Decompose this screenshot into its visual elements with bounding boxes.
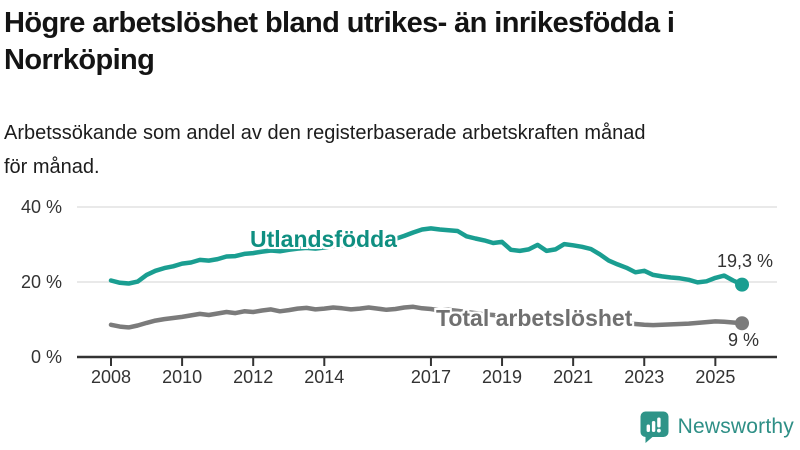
series-line-0 [108, 226, 745, 287]
chart-subtitle: Arbetssökande som andel av den registerb… [4, 116, 646, 184]
page-title: Högre arbetslöshet bland utrikes- än inr… [4, 5, 675, 79]
series-line-1 [108, 304, 745, 330]
x-tick-label-2025: 2025 [695, 367, 736, 387]
subtitle-line-1: Arbetssökande som andel av den registerb… [4, 122, 646, 144]
x-tick-label-2012: 2012 [233, 367, 274, 387]
x-tick-label-2023: 2023 [624, 367, 665, 387]
x-tick-label-2008: 2008 [90, 367, 132, 387]
y-tick-label-20: 20 % [20, 272, 62, 292]
end-value-total-arbetsloshet: 9 % [727, 330, 759, 350]
series-label-total-arbetsloshet: Total arbetslöshet [436, 305, 633, 331]
x-tick-label-2021: 2021 [553, 367, 594, 387]
x-tick-label-2017: 2017 [410, 367, 451, 387]
x-tick-label-2014: 2014 [304, 367, 345, 387]
y-tick-label-40: 40 % [20, 197, 62, 217]
subtitle-line-2: för månad. [4, 156, 100, 178]
series-endpoint-0 [735, 277, 750, 292]
end-value-utlandsfodda: 19,3 % [716, 251, 773, 271]
x-tick-label-2019: 2019 [482, 367, 523, 387]
newsworthy-logo: Newsworthy [639, 410, 794, 444]
y-tick-label-0: 0 % [30, 347, 62, 367]
bar-chart-glyph [646, 417, 661, 433]
series-endpoint-1 [735, 316, 750, 331]
newsworthy-bubble-icon [640, 411, 669, 443]
newsworthy-wordmark: Newsworthy [677, 415, 794, 438]
title-line-2: Norrköping [4, 44, 155, 76]
series-label-utlandsfodda: Utlandsfödda [250, 226, 397, 252]
title-line-1: Högre arbetslöshet bland utrikes- än inr… [4, 7, 675, 39]
x-tick-label-2010: 2010 [162, 367, 203, 387]
